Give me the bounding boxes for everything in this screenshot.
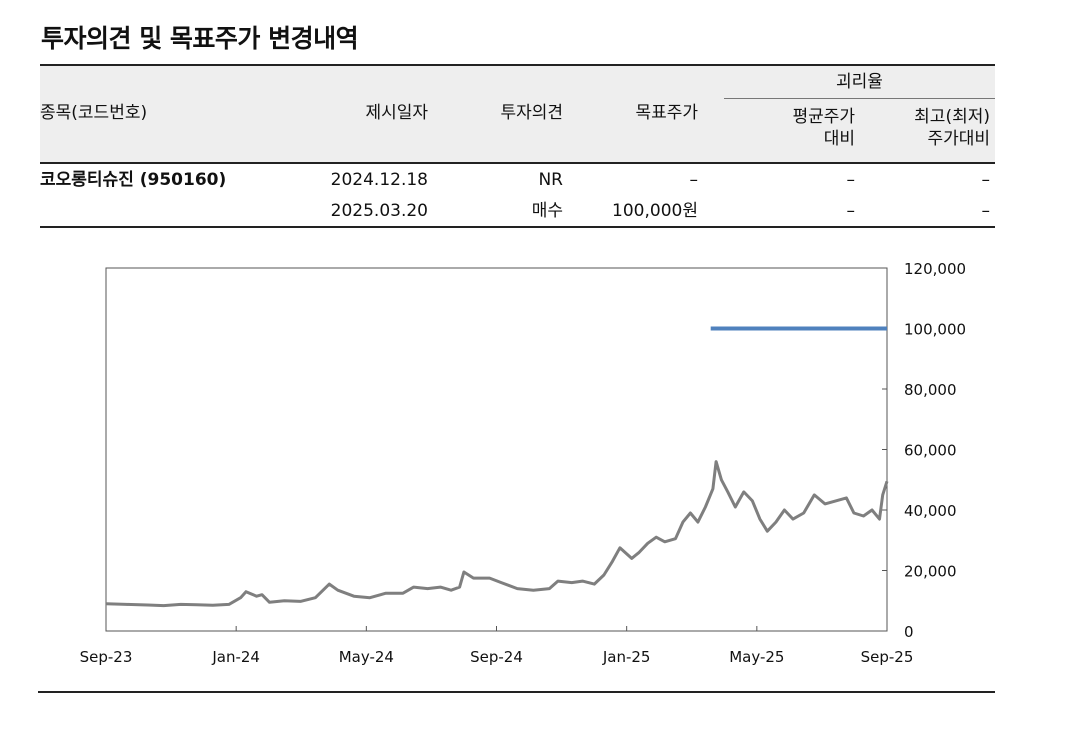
cell-target: –: [689, 170, 699, 190]
series-line-price: [105, 460, 889, 608]
x-tick-label: Sep-24: [470, 648, 523, 666]
bottom-rule: [38, 691, 995, 693]
y-tick-label: 60,000: [904, 442, 957, 460]
plot-frame: [105, 267, 888, 632]
y-tick-label: 0: [904, 623, 914, 641]
x-tick-label: Sep-25: [861, 648, 914, 666]
cell-maxmin: –: [981, 170, 991, 190]
header-date: 제시일자: [365, 103, 428, 123]
header-gap: 괴리율: [836, 72, 883, 92]
table-header: 종목(코드번호) 제시일자 투자의견 목표주가 괴리율 평균주가 대비 최고(최…: [40, 64, 995, 164]
header-divider: [724, 98, 995, 99]
header-maxmin: 최고(최저) 주가대비: [914, 107, 990, 149]
header-avg: 평균주가 대비: [792, 107, 855, 149]
y-tick-label: 20,000: [904, 563, 957, 581]
x-tick-label: Sep-23: [80, 648, 133, 666]
y-tick-label: 120,000: [904, 260, 966, 278]
cell-avg: –: [846, 170, 856, 190]
cell-date: 2024.12.18: [330, 170, 428, 190]
cell-avg: –: [846, 201, 856, 221]
y-tick-label: 100,000: [904, 321, 966, 339]
header-opinion: 투자의견: [500, 103, 563, 123]
x-tick-label: Jan-24: [211, 648, 260, 666]
opinion-history-table: 종목(코드번호) 제시일자 투자의견 목표주가 괴리율 평균주가 대비 최고(최…: [40, 64, 995, 228]
cell-date: 2025.03.20: [330, 201, 428, 221]
cell-opinion: NR: [538, 170, 563, 190]
cell-target: 100,000원: [612, 201, 698, 221]
x-tick-label: Jan-25: [602, 648, 651, 666]
y-tick-label: 40,000: [904, 502, 957, 520]
header-target: 목표주가: [635, 103, 698, 123]
table-body: 코오롱티슈진 (950160) 2024.12.18 NR – – – 2025…: [40, 164, 995, 228]
y-tick-label: 80,000: [904, 381, 957, 399]
page-title: 투자의견 및 목표주가 변경내역: [41, 24, 359, 53]
cell-maxmin: –: [981, 201, 991, 221]
header-stock: 종목(코드번호): [40, 103, 148, 123]
x-tick-label: May-25: [729, 648, 784, 666]
x-tick-label: May-24: [339, 648, 394, 666]
cell-stock: 코오롱티슈진 (950160): [40, 170, 227, 190]
cell-opinion: 매수: [531, 201, 563, 221]
